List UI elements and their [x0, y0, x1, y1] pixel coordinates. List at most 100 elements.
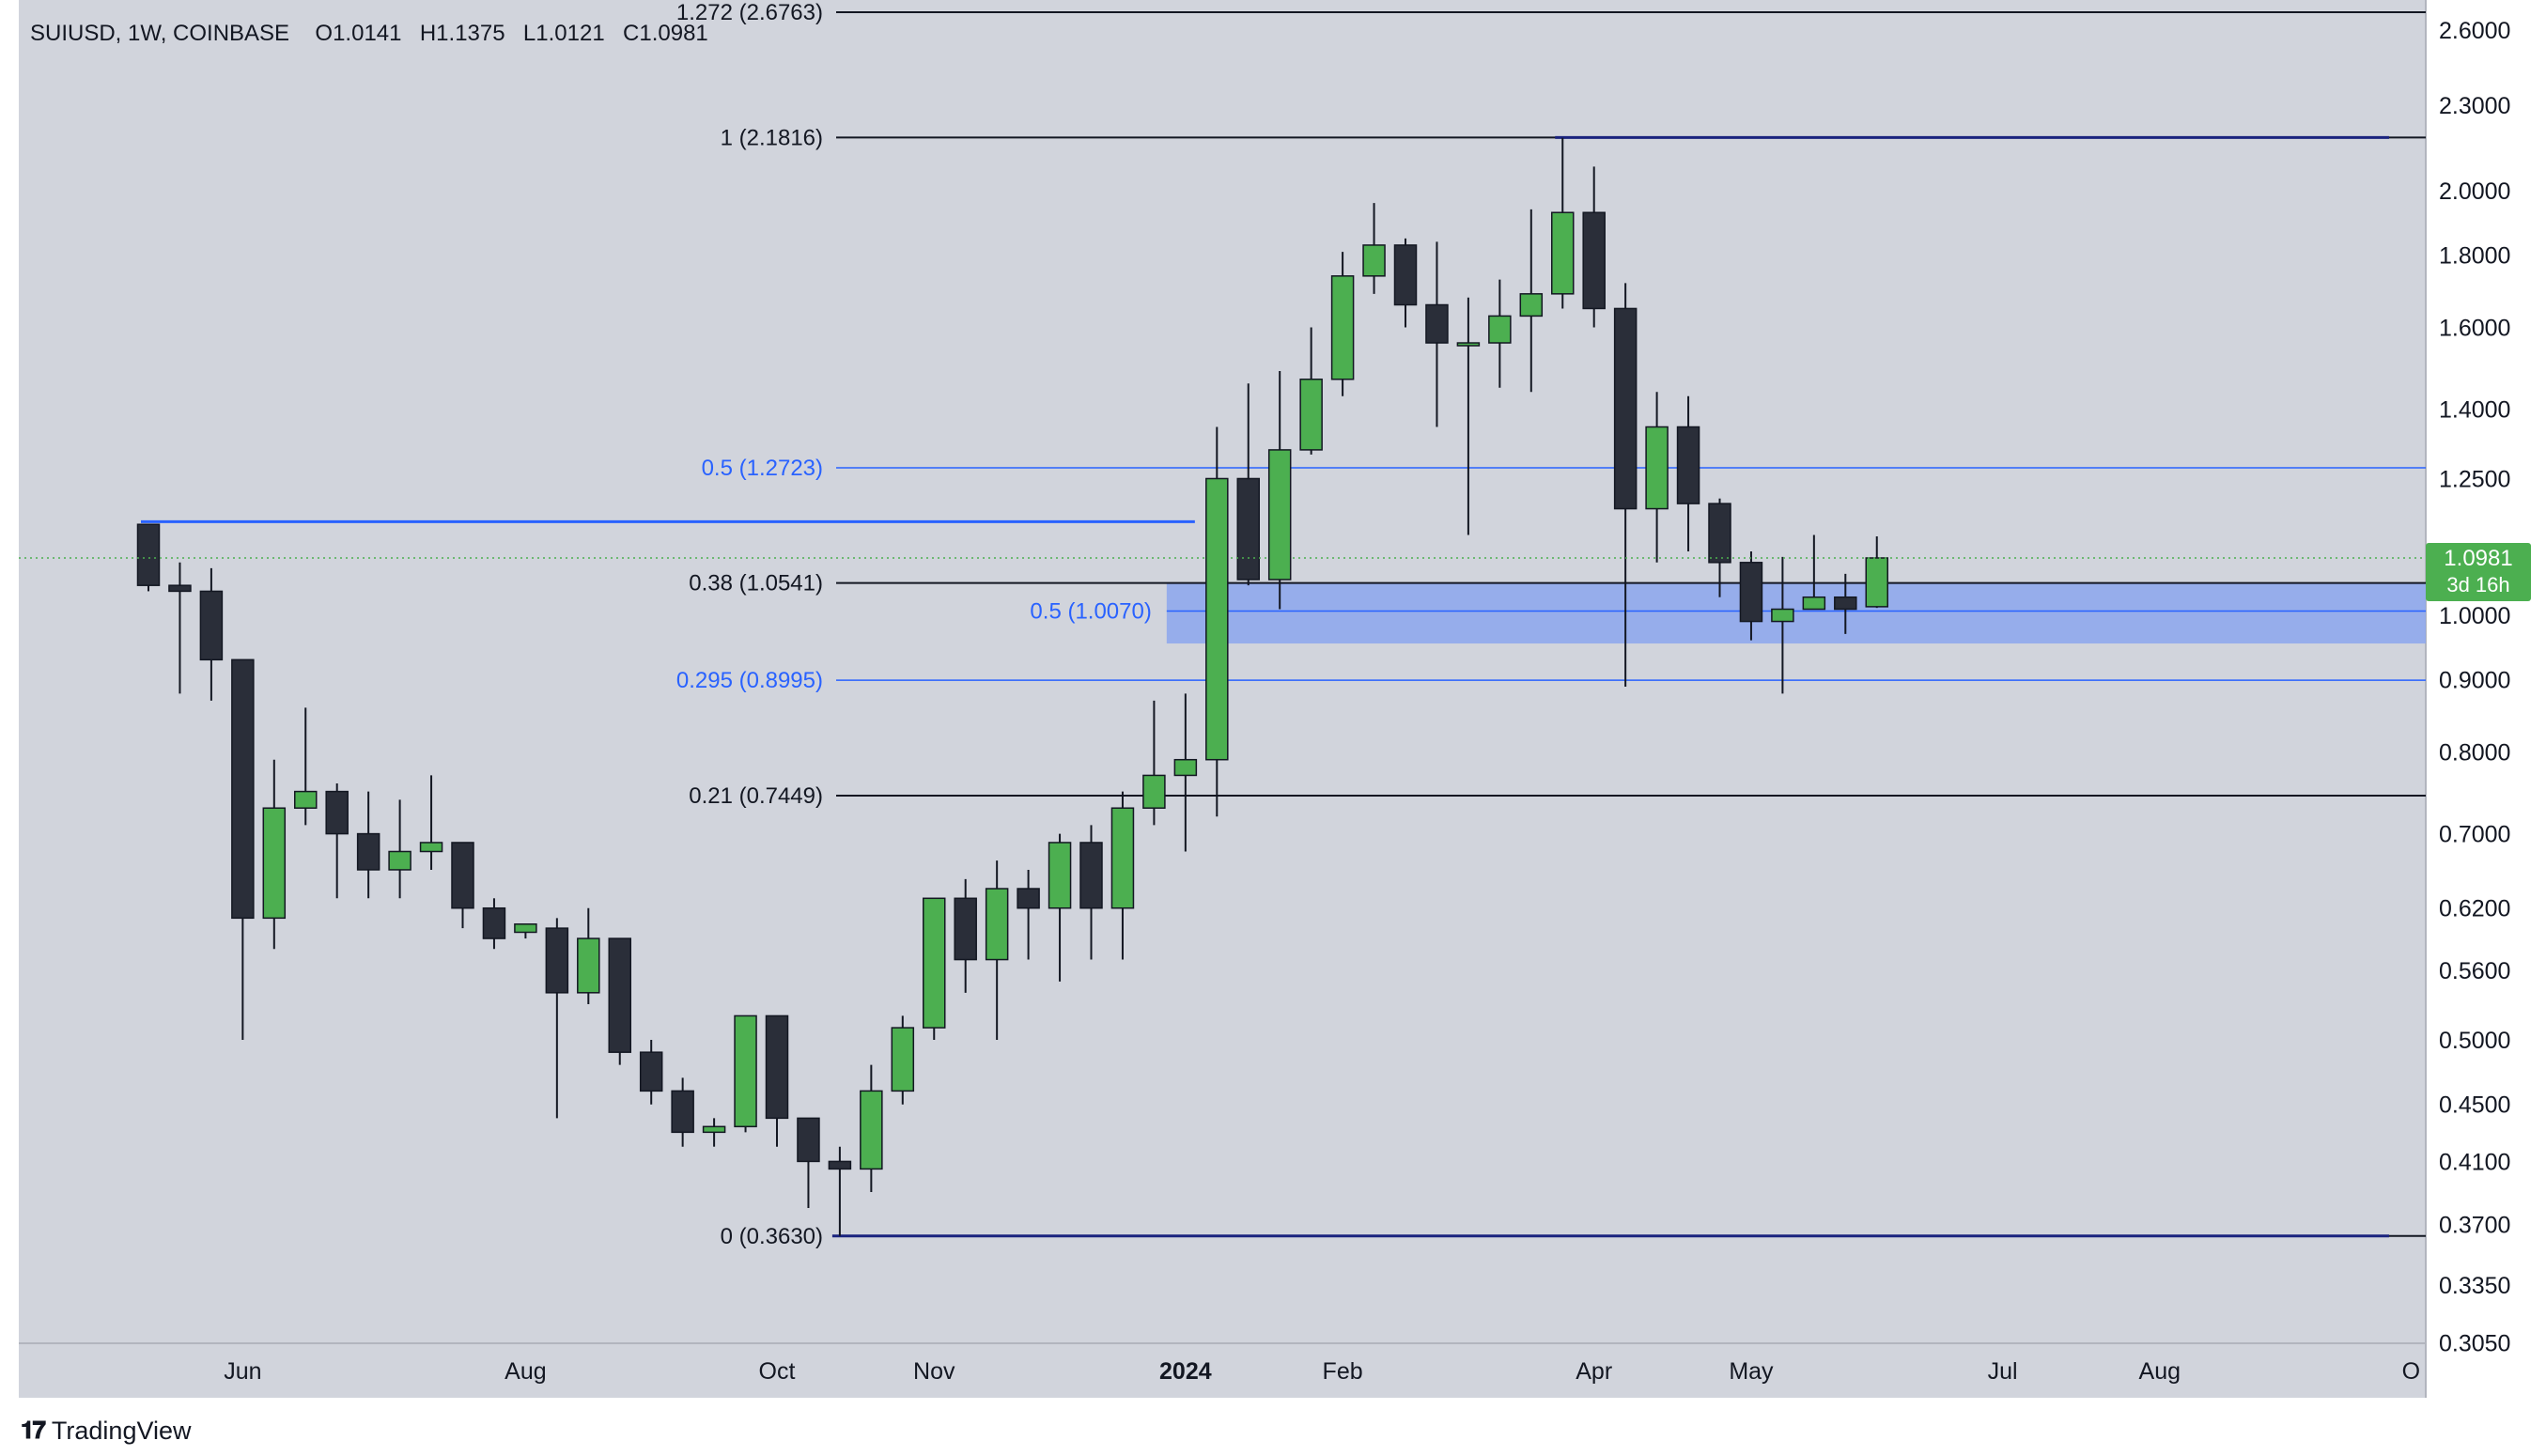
price-axis-tick: 0.3350: [2439, 1273, 2510, 1299]
candle-body: [1425, 303, 1449, 344]
candle-body: [419, 842, 443, 853]
candle-body: [1048, 842, 1072, 909]
candle-body: [1519, 293, 1544, 318]
candle-body: [608, 937, 631, 1053]
candle-body: [639, 1051, 663, 1092]
fib-level-label: 0 (0.3630): [721, 1224, 823, 1249]
candle-body: [1173, 758, 1198, 777]
candle-body: [828, 1160, 852, 1170]
candle-body: [860, 1090, 883, 1170]
candle-body: [1645, 426, 1669, 510]
candle-body: [1110, 807, 1135, 909]
time-axis-label: Nov: [913, 1358, 955, 1385]
time-axis-label: Jul: [1988, 1358, 2018, 1385]
candle-body: [1708, 503, 1731, 564]
candle-body: [1362, 244, 1386, 277]
legend-low-label: L: [522, 21, 536, 46]
candle-body: [451, 842, 474, 909]
candle-body: [136, 523, 161, 586]
legend-close-label: C: [623, 21, 640, 46]
candle-body: [1865, 557, 1888, 608]
legend-open-label: O: [315, 21, 334, 46]
price-axis-tick: 0.4100: [2439, 1149, 2510, 1175]
price-axis-tick: 0.5600: [2439, 958, 2510, 984]
legend-symbol: SUIUSD, 1W, COINBASE: [30, 21, 290, 46]
legend-high-label: H: [419, 21, 437, 46]
time-axis-label: Feb: [1323, 1358, 1363, 1385]
candle-body: [1613, 307, 1638, 510]
price-axis-tick: 1.8000: [2439, 243, 2510, 270]
tradingview-wordmark: TradingView: [51, 1417, 192, 1445]
candle-body: [1771, 608, 1794, 623]
candle-body: [545, 927, 569, 994]
fib-level-label: 0.21 (0.7449): [689, 783, 823, 809]
price-axis-tick: 1.6000: [2439, 316, 2510, 342]
price-axis-tick: 0.4500: [2439, 1092, 2510, 1119]
price-axis-tick: 2.6000: [2439, 18, 2510, 44]
time-axis-label: Jun: [224, 1358, 261, 1385]
time-axis-background[interactable]: [19, 1343, 2426, 1398]
candle-body: [356, 832, 380, 871]
price-axis[interactable]: 2.6000 2.3000 2.0000 1.8000 1.6000 1.4000 1.25…: [2439, 18, 2510, 1356]
candle-body: [168, 584, 192, 593]
candle-body: [797, 1117, 820, 1163]
price-axis-tick: 0.9000: [2439, 668, 2510, 694]
price-axis-tick: 0.8000: [2439, 740, 2510, 767]
legend-high-value: 1.1375: [436, 21, 505, 46]
tradingview-branding[interactable]: 𝟏𝟕 TradingView: [21, 1417, 192, 1446]
price-axis-background[interactable]: [2426, 0, 2546, 1398]
price-axis-tick: 1.2500: [2439, 466, 2510, 492]
time-axis-label: O: [2402, 1358, 2420, 1385]
candle-body: [765, 1015, 789, 1120]
price-axis-tick: 1.0000: [2439, 603, 2510, 629]
candle-body: [262, 807, 287, 920]
candle-body: [1488, 315, 1512, 344]
candle-body: [891, 1027, 915, 1092]
support-zone: [1166, 582, 2426, 644]
candle-body: [1739, 562, 1763, 623]
time-axis[interactable]: Jun Aug Oct Nov 2024 Feb Apr May Jul Aug O: [224, 1358, 2420, 1385]
candle-body: [1017, 888, 1040, 909]
price-axis-tick: 2.3000: [2439, 93, 2510, 119]
time-axis-label: 2024: [1159, 1358, 1212, 1385]
price-axis-tick: 0.3700: [2439, 1212, 2510, 1238]
candle-body: [294, 790, 318, 809]
legend-open-value: 1.0141: [333, 21, 402, 46]
price-axis-tick: 0.7000: [2439, 822, 2510, 848]
candle-body: [1582, 211, 1606, 310]
time-axis-label: May: [1729, 1358, 1774, 1385]
support-zone-layer: 0.5 (1.0070): [1030, 582, 2426, 644]
candle-body: [1676, 426, 1700, 504]
current-price-badge: [2426, 542, 2531, 601]
candle-body: [1456, 342, 1481, 347]
candle-body: [1267, 449, 1292, 581]
time-axis-label: Oct: [759, 1358, 796, 1385]
price-axis-tick: 1.4000: [2439, 397, 2510, 424]
price-axis-tick: 0.3050: [2439, 1330, 2510, 1356]
time-axis-label: Aug: [505, 1358, 546, 1385]
time-axis-label: Aug: [2139, 1358, 2181, 1385]
zone-mid-label: 0.5 (1.0070): [1030, 598, 1151, 624]
candle-body: [1330, 275, 1355, 380]
current-price-value: 1.0981: [2444, 546, 2512, 571]
candle-body: [231, 658, 255, 920]
candle-body: [1236, 477, 1260, 581]
current-price-countdown: 3d 16h: [2446, 573, 2509, 596]
candle-body: [671, 1090, 694, 1134]
legend-close-value: 1.0981: [639, 21, 708, 46]
candle-body: [514, 923, 537, 934]
price-axis-tick: 0.5000: [2439, 1028, 2510, 1054]
candle-body: [482, 906, 506, 939]
candle-body: [1802, 596, 1826, 611]
candle-body: [1079, 842, 1103, 909]
candle-body: [1142, 774, 1166, 809]
candle-body: [1299, 379, 1323, 451]
candle-body: [702, 1125, 726, 1134]
price-axis-tick: 2.0000: [2439, 178, 2510, 205]
candle-body: [923, 897, 946, 1029]
time-axis-label: Apr: [1576, 1358, 1612, 1385]
tradingview-logo-icon: 𝟏𝟕: [21, 1417, 46, 1445]
candle-body: [1205, 477, 1229, 761]
